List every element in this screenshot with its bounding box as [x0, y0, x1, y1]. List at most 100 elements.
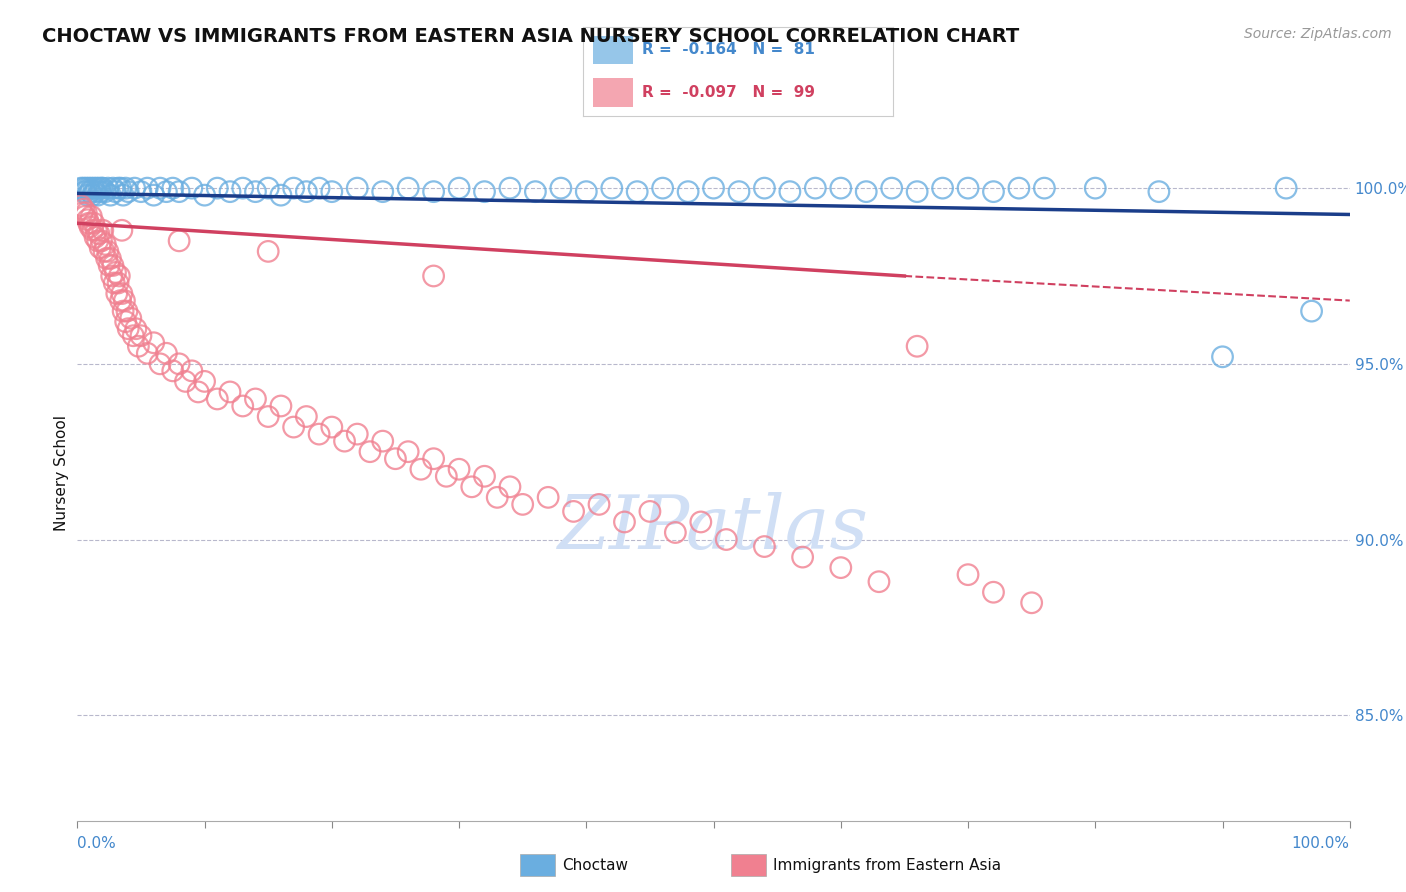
Point	[89, 185, 111, 199]
Point	[124, 181, 146, 195]
Point	[474, 469, 496, 483]
Point	[1301, 304, 1323, 318]
Point	[804, 181, 827, 195]
Point	[550, 181, 572, 195]
Point	[638, 504, 661, 518]
Text: ZIPatlas: ZIPatlas	[558, 492, 869, 565]
Point	[75, 181, 97, 195]
Point	[664, 525, 686, 540]
Point	[76, 212, 98, 227]
Point	[207, 392, 229, 406]
Point	[86, 181, 108, 195]
Point	[101, 259, 124, 273]
Point	[105, 286, 128, 301]
Point	[136, 346, 159, 360]
Point	[333, 434, 356, 449]
Point	[129, 328, 152, 343]
Point	[308, 181, 330, 195]
Point	[1084, 181, 1107, 195]
Point	[245, 185, 267, 199]
Point	[90, 181, 112, 195]
Point	[855, 185, 877, 199]
Point	[651, 181, 673, 195]
Point	[409, 462, 432, 476]
Point	[76, 188, 98, 202]
Point	[107, 276, 129, 290]
Point	[537, 491, 560, 505]
Point	[321, 185, 343, 199]
Text: Choctaw: Choctaw	[562, 858, 628, 872]
Point	[162, 364, 184, 378]
Point	[83, 216, 105, 230]
Point	[346, 181, 368, 195]
Point	[129, 185, 152, 199]
Point	[117, 185, 139, 199]
Point	[117, 321, 139, 335]
Point	[983, 585, 1005, 599]
Point	[114, 315, 136, 329]
Point	[703, 181, 725, 195]
Point	[588, 497, 610, 511]
Point	[91, 181, 114, 195]
Point	[167, 185, 190, 199]
Point	[120, 311, 142, 326]
Text: CHOCTAW VS IMMIGRANTS FROM EASTERN ASIA NURSERY SCHOOL CORRELATION CHART: CHOCTAW VS IMMIGRANTS FROM EASTERN ASIA …	[42, 27, 1019, 45]
Point	[122, 328, 145, 343]
Text: R =  -0.097   N =  99: R = -0.097 N = 99	[643, 86, 815, 100]
Point	[905, 185, 928, 199]
Point	[155, 185, 177, 199]
Point	[1008, 181, 1031, 195]
Point	[94, 185, 117, 199]
Point	[295, 185, 318, 199]
Point	[80, 209, 103, 223]
Point	[779, 185, 801, 199]
Point	[754, 181, 776, 195]
Point	[96, 252, 118, 266]
Point	[80, 181, 103, 195]
Point	[79, 219, 101, 234]
Point	[295, 409, 318, 424]
Point	[107, 181, 129, 195]
Point	[449, 181, 471, 195]
Point	[613, 515, 636, 529]
Point	[396, 181, 419, 195]
Point	[70, 181, 93, 195]
Point	[194, 375, 217, 389]
Point	[957, 181, 980, 195]
Point	[73, 185, 96, 199]
Point	[575, 185, 598, 199]
Point	[100, 268, 122, 283]
Point	[93, 244, 115, 259]
Point	[562, 504, 585, 518]
Text: 100.0%: 100.0%	[1292, 836, 1350, 851]
Point	[110, 181, 132, 195]
Point	[142, 188, 165, 202]
Point	[75, 205, 97, 219]
Point	[90, 234, 112, 248]
Point	[79, 185, 101, 199]
Point	[86, 223, 108, 237]
Point	[167, 234, 190, 248]
Point	[149, 357, 172, 371]
Point	[905, 339, 928, 353]
Point	[600, 181, 623, 195]
Point	[830, 560, 852, 574]
Point	[187, 384, 209, 399]
Point	[103, 276, 125, 290]
Point	[716, 533, 738, 547]
Text: R =  -0.164   N =  81: R = -0.164 N = 81	[643, 43, 815, 57]
Point	[676, 185, 699, 199]
Point	[626, 185, 648, 199]
Point	[931, 181, 953, 195]
Point	[321, 420, 343, 434]
Text: Immigrants from Eastern Asia: Immigrants from Eastern Asia	[773, 858, 1001, 872]
Point	[270, 188, 292, 202]
Point	[87, 227, 110, 241]
Point	[257, 181, 280, 195]
Text: Source: ZipAtlas.com: Source: ZipAtlas.com	[1244, 27, 1392, 41]
Point	[100, 252, 122, 266]
Point	[115, 304, 138, 318]
Point	[82, 188, 104, 202]
Point	[232, 399, 254, 413]
Point	[100, 188, 122, 202]
